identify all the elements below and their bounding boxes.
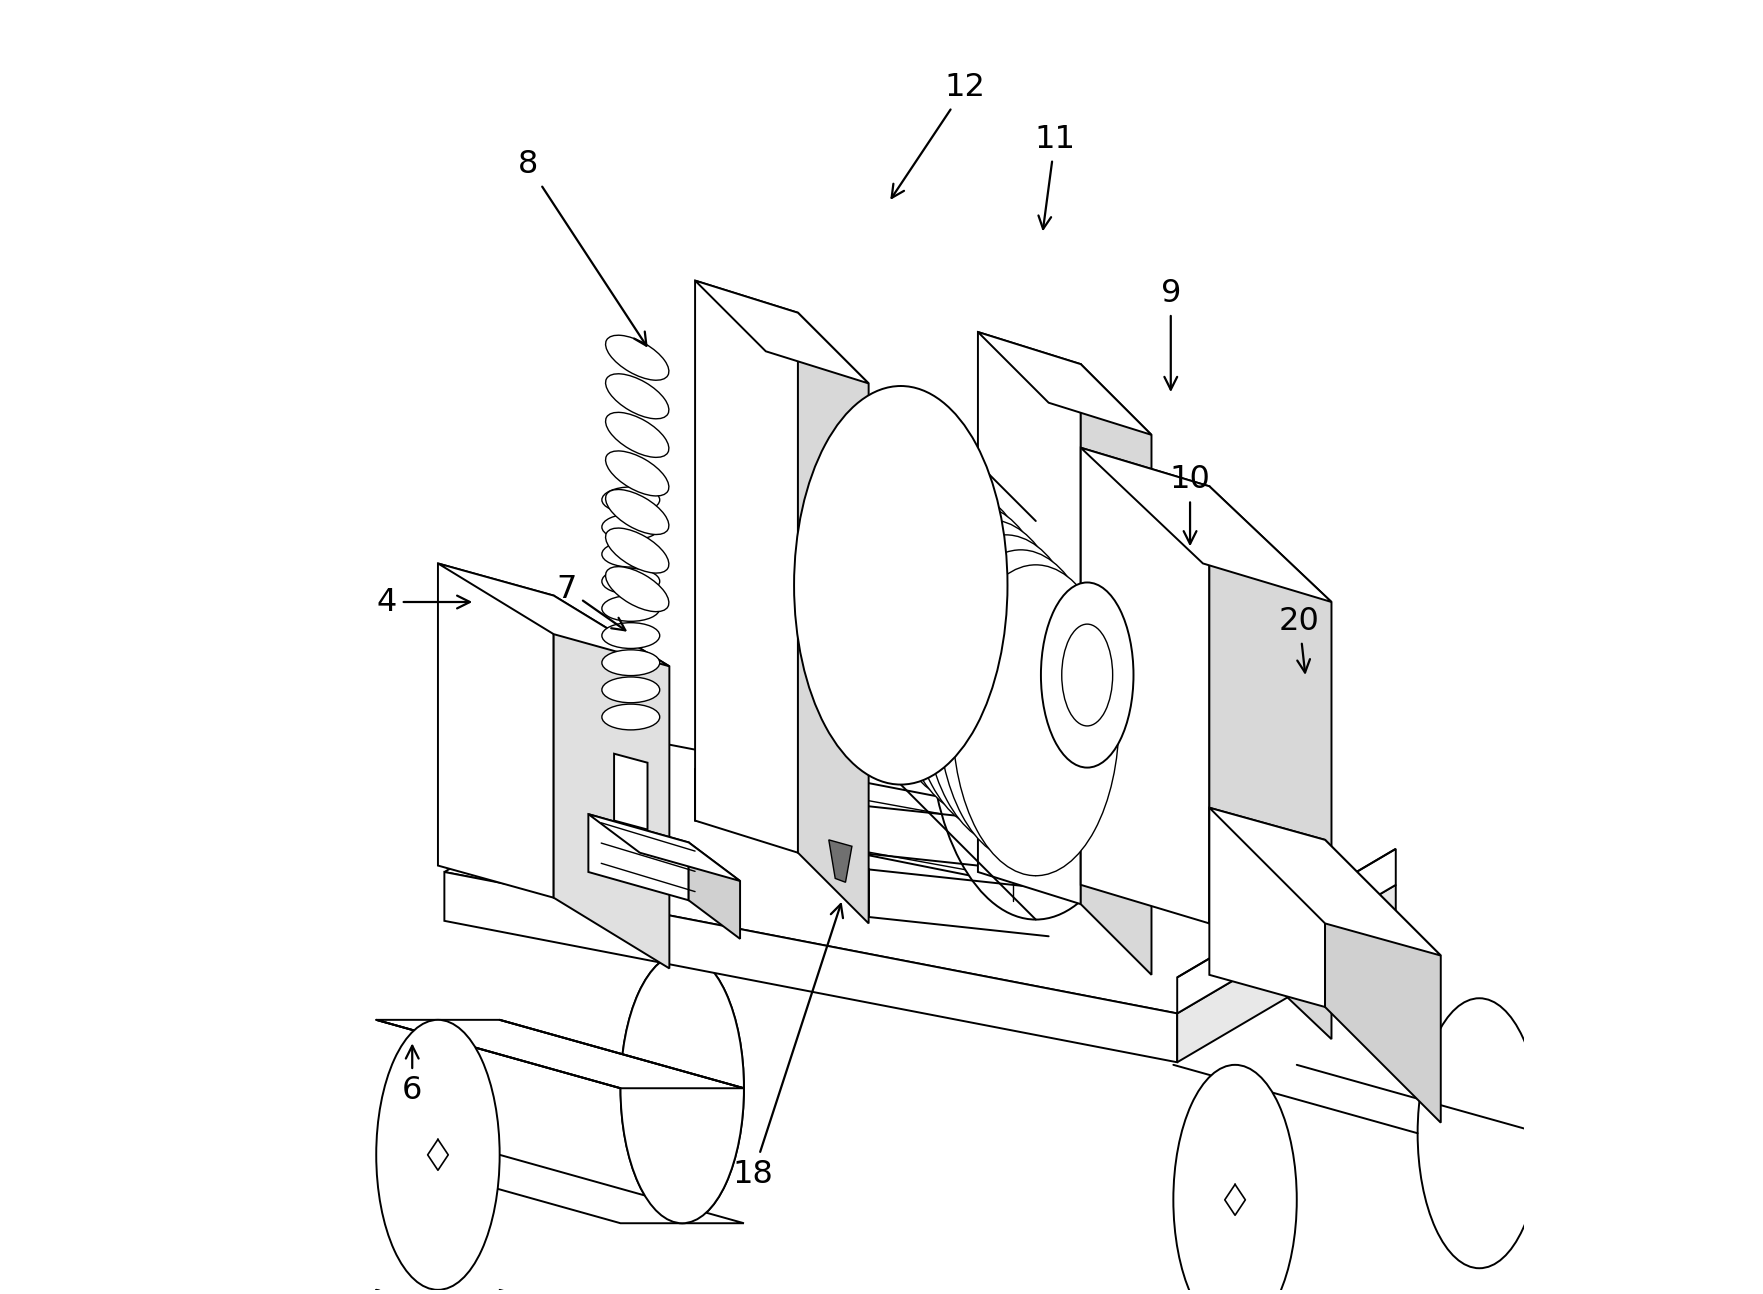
Polygon shape bbox=[376, 1154, 744, 1223]
Text: 20: 20 bbox=[1278, 606, 1320, 673]
Polygon shape bbox=[444, 872, 1178, 1062]
Polygon shape bbox=[978, 333, 1151, 435]
Polygon shape bbox=[1209, 807, 1440, 955]
Ellipse shape bbox=[601, 650, 659, 675]
Polygon shape bbox=[695, 281, 799, 853]
Ellipse shape bbox=[848, 459, 1014, 771]
Polygon shape bbox=[437, 563, 554, 898]
Ellipse shape bbox=[1040, 582, 1134, 767]
Ellipse shape bbox=[1417, 998, 1541, 1268]
Polygon shape bbox=[444, 744, 1396, 1013]
Ellipse shape bbox=[832, 445, 1000, 756]
Ellipse shape bbox=[376, 1020, 499, 1290]
Polygon shape bbox=[1081, 448, 1331, 602]
Polygon shape bbox=[376, 1020, 744, 1088]
Ellipse shape bbox=[601, 677, 659, 703]
Ellipse shape bbox=[605, 567, 668, 612]
Polygon shape bbox=[1178, 849, 1396, 1013]
Ellipse shape bbox=[952, 565, 1120, 876]
Text: 8: 8 bbox=[518, 149, 647, 345]
Polygon shape bbox=[695, 281, 869, 383]
Polygon shape bbox=[1209, 807, 1326, 1007]
Polygon shape bbox=[1209, 487, 1331, 1039]
Polygon shape bbox=[1081, 364, 1151, 974]
Text: 12: 12 bbox=[892, 72, 986, 198]
Ellipse shape bbox=[862, 475, 1030, 785]
Ellipse shape bbox=[605, 450, 668, 496]
Ellipse shape bbox=[605, 374, 668, 419]
Text: 11: 11 bbox=[1035, 124, 1075, 229]
Ellipse shape bbox=[1174, 1065, 1298, 1294]
Ellipse shape bbox=[601, 595, 659, 621]
Polygon shape bbox=[695, 769, 978, 872]
Ellipse shape bbox=[793, 386, 1007, 784]
Ellipse shape bbox=[878, 490, 1044, 801]
Ellipse shape bbox=[601, 487, 659, 512]
Ellipse shape bbox=[621, 954, 744, 1223]
Ellipse shape bbox=[929, 521, 1142, 920]
Polygon shape bbox=[695, 769, 1049, 892]
Text: 10: 10 bbox=[1169, 465, 1211, 543]
Polygon shape bbox=[1178, 849, 1396, 977]
Polygon shape bbox=[554, 595, 670, 968]
Text: 18: 18 bbox=[732, 905, 843, 1189]
Polygon shape bbox=[1178, 885, 1396, 1062]
Ellipse shape bbox=[605, 489, 668, 534]
Ellipse shape bbox=[605, 413, 668, 457]
Ellipse shape bbox=[892, 505, 1060, 815]
Ellipse shape bbox=[621, 954, 744, 1223]
Ellipse shape bbox=[605, 335, 668, 380]
Ellipse shape bbox=[601, 514, 659, 540]
Polygon shape bbox=[799, 313, 869, 924]
Ellipse shape bbox=[908, 520, 1074, 831]
Polygon shape bbox=[829, 840, 852, 883]
Ellipse shape bbox=[938, 550, 1104, 861]
Polygon shape bbox=[589, 814, 740, 881]
Ellipse shape bbox=[601, 541, 659, 567]
Polygon shape bbox=[1081, 448, 1209, 924]
Ellipse shape bbox=[818, 430, 984, 740]
Ellipse shape bbox=[922, 534, 1090, 846]
Text: 7: 7 bbox=[557, 573, 626, 630]
Ellipse shape bbox=[601, 704, 659, 730]
Ellipse shape bbox=[601, 622, 659, 648]
Polygon shape bbox=[1326, 840, 1440, 1123]
Text: 6: 6 bbox=[402, 1046, 423, 1106]
Ellipse shape bbox=[605, 528, 668, 573]
Ellipse shape bbox=[1061, 624, 1112, 726]
Polygon shape bbox=[689, 842, 740, 939]
Text: 4: 4 bbox=[376, 586, 471, 617]
Polygon shape bbox=[978, 333, 1081, 905]
Polygon shape bbox=[614, 753, 647, 829]
Ellipse shape bbox=[601, 568, 659, 594]
Polygon shape bbox=[437, 563, 670, 666]
Text: 9: 9 bbox=[1160, 278, 1181, 389]
Polygon shape bbox=[589, 814, 689, 901]
